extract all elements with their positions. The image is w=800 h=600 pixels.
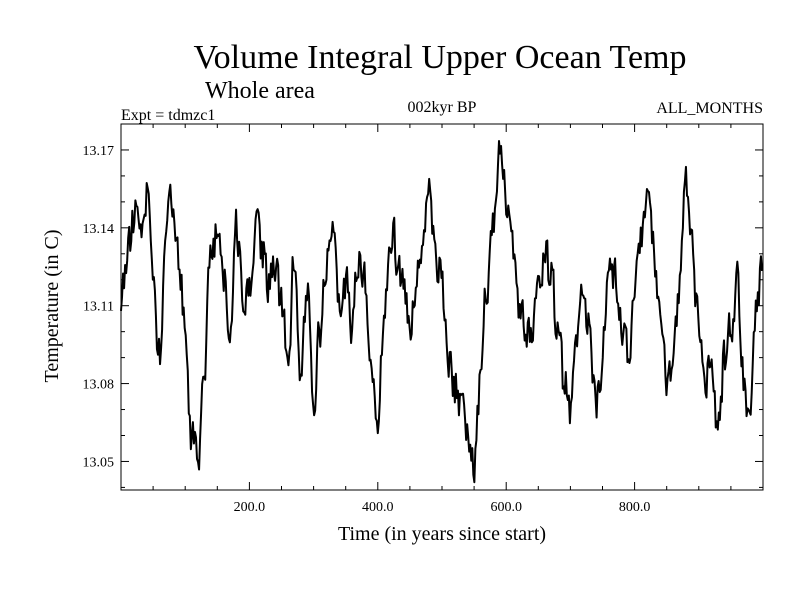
y-tick-label: 13.11 — [83, 300, 114, 315]
y-axis-label: Temperature (in C) — [41, 230, 63, 383]
y-tick-label: 13.08 — [83, 378, 115, 393]
x-tick-label: 400.0 — [362, 500, 394, 515]
x-axis-label: Time (in years since start) — [338, 523, 546, 545]
series-layer — [120, 140, 763, 484]
x-tick-label: 800.0 — [619, 500, 651, 515]
x-tick-label: 200.0 — [234, 500, 266, 515]
axes: 200.0 400.0 600.0 800.0 13.05 13.08 13.11 13.14… — [83, 123, 764, 515]
y-tick-label: 13.05 — [83, 455, 115, 470]
experiment-label: Expt = tdmzc1 — [121, 107, 215, 124]
months-label: ALL_MONTHS — [656, 100, 763, 117]
chart-subtitle: Whole area — [205, 78, 315, 104]
y-tick-label: 13.17 — [83, 144, 115, 159]
x-tick-label: 600.0 — [490, 500, 522, 515]
period-label: 002kyr BP — [408, 99, 477, 116]
chart-title: Volume Integral Upper Ocean Temp — [194, 39, 687, 76]
y-tick-label: 13.14 — [83, 222, 115, 237]
plot-frame — [120, 123, 764, 491]
series-line — [120, 140, 763, 484]
